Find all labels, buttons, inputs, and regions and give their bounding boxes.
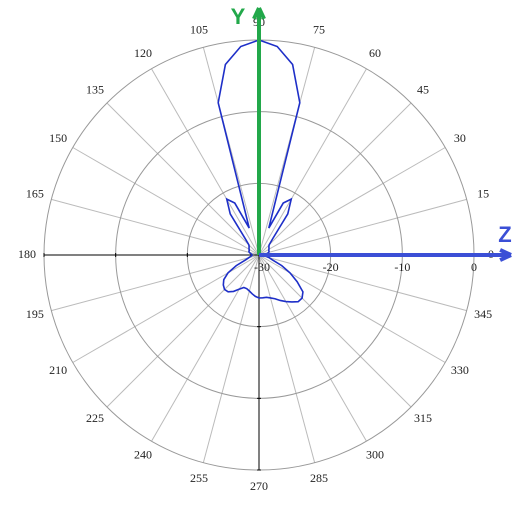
angle-tick-label: 315 [414, 411, 432, 425]
spoke [258, 254, 367, 442]
angle-tick-label: 180 [18, 247, 36, 261]
spoke [106, 254, 260, 408]
angle-tick-label: 30 [454, 131, 466, 145]
angle-tick-label: 120 [134, 46, 152, 60]
angle-tick-label: 135 [86, 83, 104, 97]
axis-arrow-label: Z [498, 222, 511, 247]
angle-tick-label: 300 [366, 448, 384, 462]
angle-tick-label: 150 [49, 131, 67, 145]
angle-tick-label: 45 [417, 83, 429, 97]
spoke [51, 198, 260, 256]
spoke [258, 102, 412, 256]
angle-tick-label: 330 [451, 363, 469, 377]
spoke [72, 147, 260, 256]
axis-arrow-label: Y [231, 4, 246, 29]
spoke [258, 254, 412, 408]
spoke [258, 47, 316, 256]
angle-tick-label: 60 [369, 46, 381, 60]
radial-tick-label: -20 [323, 260, 339, 274]
angle-tick-label: 285 [310, 471, 328, 485]
radial-tick-label: -30 [254, 260, 270, 274]
spoke [151, 68, 260, 256]
spoke [258, 254, 467, 312]
arrow-head [252, 7, 266, 20]
angle-tick-label: 255 [190, 471, 208, 485]
arrow-head [499, 248, 512, 262]
spoke [202, 254, 260, 463]
angle-tick-label: 165 [26, 187, 44, 201]
angle-tick-label: 240 [134, 448, 152, 462]
spoke [151, 254, 260, 442]
spoke [258, 198, 467, 256]
angle-tick-label: 225 [86, 411, 104, 425]
angle-tick-label: 75 [313, 23, 325, 37]
angle-tick-label: 270 [250, 479, 268, 493]
angle-tick-label: 105 [190, 23, 208, 37]
spoke [51, 254, 260, 312]
spoke [106, 102, 260, 256]
radial-tick-label: -10 [394, 260, 410, 274]
spoke [258, 254, 316, 463]
angle-tick-label: 15 [477, 187, 489, 201]
angle-tick-label: 195 [26, 307, 44, 321]
radial-tick-label: 0 [471, 260, 477, 274]
spoke [202, 47, 260, 256]
angle-tick-label: 345 [474, 307, 492, 321]
spoke [258, 147, 446, 256]
spoke [258, 68, 367, 256]
angle-tick-label: 210 [49, 363, 67, 377]
pattern-line [217, 39, 304, 303]
